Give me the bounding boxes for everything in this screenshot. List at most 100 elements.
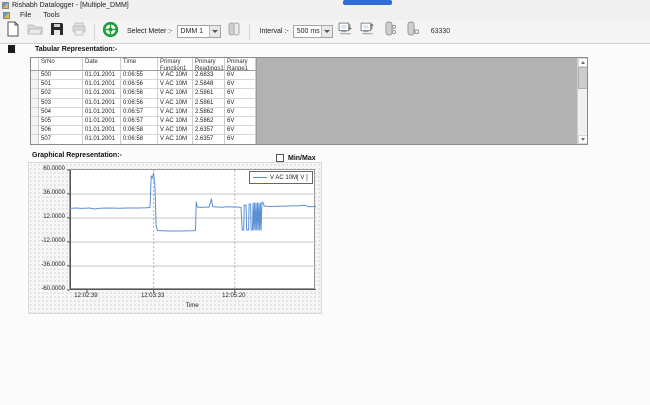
table-cell: 0:06:57 [121,107,158,117]
download-pc-button-1[interactable] [337,22,355,41]
chart-plot-area [67,169,317,293]
save-icon [49,21,65,42]
table-cell: 6V [225,71,256,81]
table-cell: 501 [39,80,83,90]
table-cell: 0:06:56 [121,80,158,90]
chevron-down-icon [208,26,220,37]
table-cell: V AC 10M [158,126,193,136]
connect-meter-icon [226,21,242,42]
row-selector[interactable] [31,135,39,144]
table-cell: 01.01.2001 [83,116,121,127]
column-header: Time [121,58,158,71]
table-cell: 6V [225,107,256,117]
table-cell: V AC 10M [158,89,193,99]
select-meter-dropdown[interactable]: DMM 1 [176,25,221,38]
table-vertical-scrollbar[interactable] [577,58,587,144]
meter-device-button-1[interactable] [381,21,399,41]
scroll-down-button[interactable] [578,135,587,144]
chevron-down-icon [320,26,332,37]
interval-dropdown[interactable]: 500 ms [292,25,333,38]
download-pc-icon-2 [359,21,376,43]
table-cell: 01.01.2001 [83,89,121,99]
print-icon [71,21,87,42]
sample-counter: 63330 [430,28,451,35]
open-folder-icon [27,21,43,42]
column-header: Primary Function1 [158,58,193,71]
download-pc-button-2[interactable] [359,21,377,43]
splitter-handle[interactable] [8,45,15,53]
row-selector[interactable] [31,71,39,81]
table-cell: 505 [39,116,83,127]
connect-meter-button[interactable] [225,21,243,42]
table-cell: 503 [39,98,83,108]
table-cell: 6V [225,89,256,99]
print-button[interactable] [70,21,88,42]
minmax-checkbox[interactable] [276,154,284,162]
table-cell: V AC 10M [158,71,193,81]
table-cell: 502 [39,89,83,99]
settings-wheel-icon [102,21,119,43]
y-tick-label: -12.0000 [41,238,65,244]
table-cell: 01.01.2001 [83,98,121,108]
table-cell: 2.6357 [193,135,225,144]
arrow-up-icon [581,61,585,64]
grid-empty-area [256,58,579,144]
new-document-icon [5,21,21,42]
scroll-up-button[interactable] [578,58,587,67]
table-cell: 6V [225,98,256,108]
data-grid: SrNo Date Time Primary Function1 Primary Rea… [31,58,579,144]
table-cell: 2.6833 [193,71,225,81]
y-tick-label: 36.0000 [43,190,65,196]
column-header: Primary Readings1 [193,58,225,71]
column-header: Primary Range1 [225,58,256,71]
graphical-section-label: Graphical Representation:- [32,152,122,159]
column-header: Date [83,58,121,71]
row-selector[interactable] [31,107,39,117]
meter-device-icon-2 [404,21,420,42]
save-button[interactable] [48,23,66,41]
y-tick-label: -36.0000 [41,262,65,268]
new-button[interactable] [4,21,22,42]
chart-legend: V AC 10M[ V ] [249,171,313,184]
overlapping-window-artifact [343,0,392,5]
interval-value: 500 ms [296,28,320,35]
select-meter-label: Select Meter :- [127,28,173,35]
menu-tools[interactable]: Tools [43,11,60,19]
table-cell: 01.01.2001 [83,126,121,136]
table-cell: 500 [39,71,83,81]
y-tick-label: 60.0000 [43,166,65,172]
interval-label: Interval :- [259,28,289,35]
legend-line-sample [253,177,267,178]
x-tick-label: 12:03:33 [140,293,165,299]
app-icon-small [3,11,10,19]
client-area: Tabular Representation:- SrNo Date Time Pri… [0,44,650,405]
column-header: SrNo [39,58,83,71]
table-cell: 504 [39,107,83,117]
row-selector[interactable] [31,89,39,99]
table-cell: 0:06:57 [121,116,158,127]
meter-device-button-2[interactable] [403,21,421,42]
toolbar: Select Meter :- DMM 1 Interval :- 500 ms… [0,20,650,44]
open-button[interactable] [26,23,44,41]
table-cell: V AC 10M [158,135,193,144]
row-selector[interactable] [31,80,39,90]
menu-file[interactable]: File [20,11,32,19]
row-selector[interactable] [31,116,39,127]
scrollbar-thumb[interactable] [578,67,587,89]
table-cell: 2.6357 [193,126,225,136]
row-selector[interactable] [31,98,39,108]
minmax-label: Min/Max [288,154,316,162]
table-cell: 2.5848 [193,80,225,90]
settings-button[interactable] [101,21,119,43]
row-selector[interactable] [31,126,39,136]
table-cell: 2.5861 [193,89,225,99]
table-cell: 507 [39,135,83,144]
window-title: Rishabh Datalogger - [Multiple_DMM] [12,1,129,9]
legend-label: V AC 10M[ V ] [270,174,308,181]
table-cell: 6V [225,135,256,144]
chart-svg [67,169,317,293]
table-cell: 6V [225,80,256,90]
select-meter-value: DMM 1 [180,28,204,35]
y-tick-label: -60.0000 [41,286,65,292]
row-selector-header [31,58,39,71]
